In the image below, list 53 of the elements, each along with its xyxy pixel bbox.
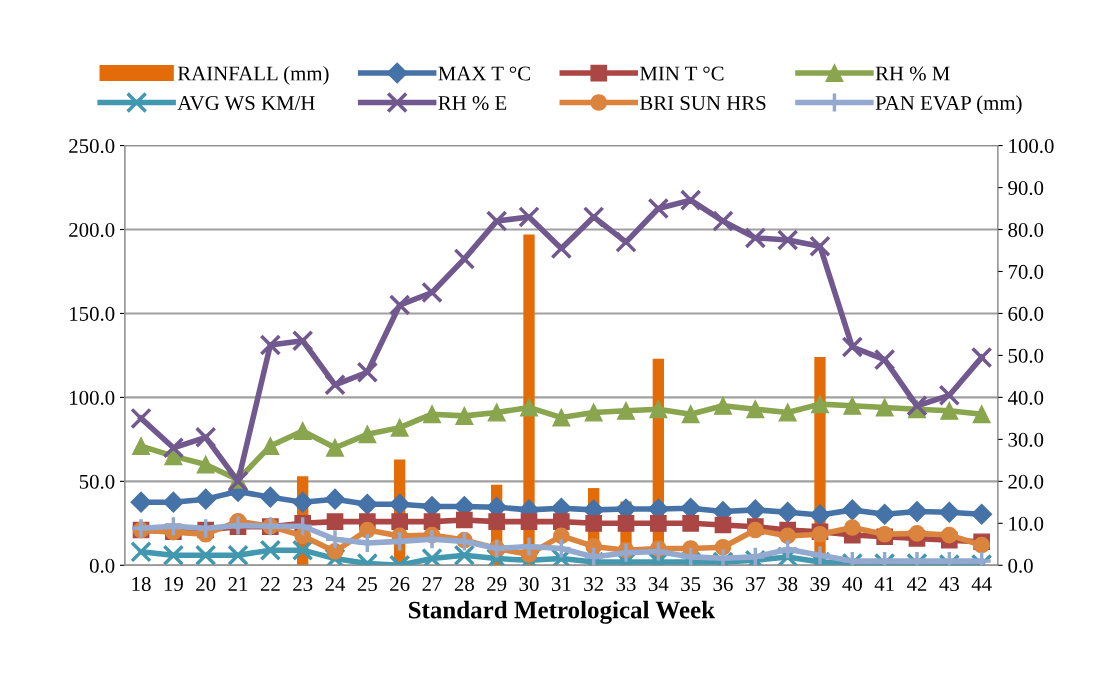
legend-label: RH % M: [875, 66, 950, 81]
y-tick-label: 250.0: [69, 138, 115, 154]
x-tick-label: 38: [778, 577, 798, 592]
x-tick-label: 31: [551, 577, 571, 592]
y2-tick-label: 70.0: [1008, 264, 1044, 279]
y2-tick-label: 100.0: [1009, 138, 1054, 154]
legend-label: AVG WS KM/H: [177, 95, 315, 111]
x-tick-label: 21: [228, 577, 248, 591]
x-tick-label: 22: [260, 577, 280, 591]
x-tick-label: 42: [906, 577, 927, 591]
x-tick-label: 35: [681, 577, 701, 592]
x-tick-label: 24: [325, 577, 346, 591]
x-tick-label: 20: [196, 577, 216, 592]
x-axis-title: Standard Metrological Week: [408, 600, 716, 624]
legend-label: PAN EVAP (mm): [875, 95, 1022, 115]
y2-tick-label: 60.0: [1008, 306, 1044, 321]
legend-label: MIN T °C: [639, 66, 724, 81]
x-tick-label: 39: [810, 577, 830, 592]
x-tick-label: 28: [454, 577, 474, 592]
x-tick-label: 36: [713, 577, 733, 592]
x-tick-label: 19: [164, 577, 183, 592]
x-tick-label: 29: [487, 577, 507, 592]
legend-label: RAINFALL (mm): [177, 65, 329, 85]
x-tick-label: 32: [584, 577, 603, 592]
x-tick-label: 25: [357, 577, 377, 592]
y2-tick-label: 30.0: [1008, 432, 1044, 447]
x-tick-label: 43: [939, 577, 959, 592]
x-tick-label: 44: [971, 577, 992, 591]
x-tick-label: 33: [616, 577, 636, 592]
x-tick-label: 40: [842, 577, 862, 592]
y2-tick-label: 80.0: [1008, 222, 1044, 238]
y-tick-label: 200.0: [69, 222, 115, 238]
x-tick-label: 41: [874, 577, 894, 591]
y-tick-label: 100.0: [70, 390, 115, 405]
y-tick-label: 150.0: [70, 306, 115, 321]
y2-tick-label: 40.0: [1007, 390, 1044, 405]
x-tick-label: 27: [422, 577, 442, 591]
x-tick-label: 37: [745, 577, 766, 592]
x-tick-label: 30: [519, 577, 539, 592]
x-tick-label: 18: [132, 577, 151, 592]
x-tick-label: 34: [648, 577, 669, 592]
y2-tick-label: 90.0: [1008, 180, 1044, 196]
x-tick-label: 26: [390, 577, 410, 592]
legend-label: MAX T °C: [438, 66, 530, 81]
legend-label: RH % E: [438, 95, 507, 111]
y2-tick-label: 50.0: [1008, 348, 1044, 363]
y2-tick-label: 10.0: [1009, 516, 1044, 531]
x-tick-label: 23: [293, 577, 313, 592]
y2-tick-label: 0.0: [1008, 558, 1033, 573]
legend-label: BRI SUN HRS: [639, 95, 766, 110]
y2-tick-label: 20.0: [1008, 474, 1044, 489]
y-tick-label: 0.0: [89, 558, 115, 573]
y-tick-label: 50.0: [79, 474, 115, 489]
